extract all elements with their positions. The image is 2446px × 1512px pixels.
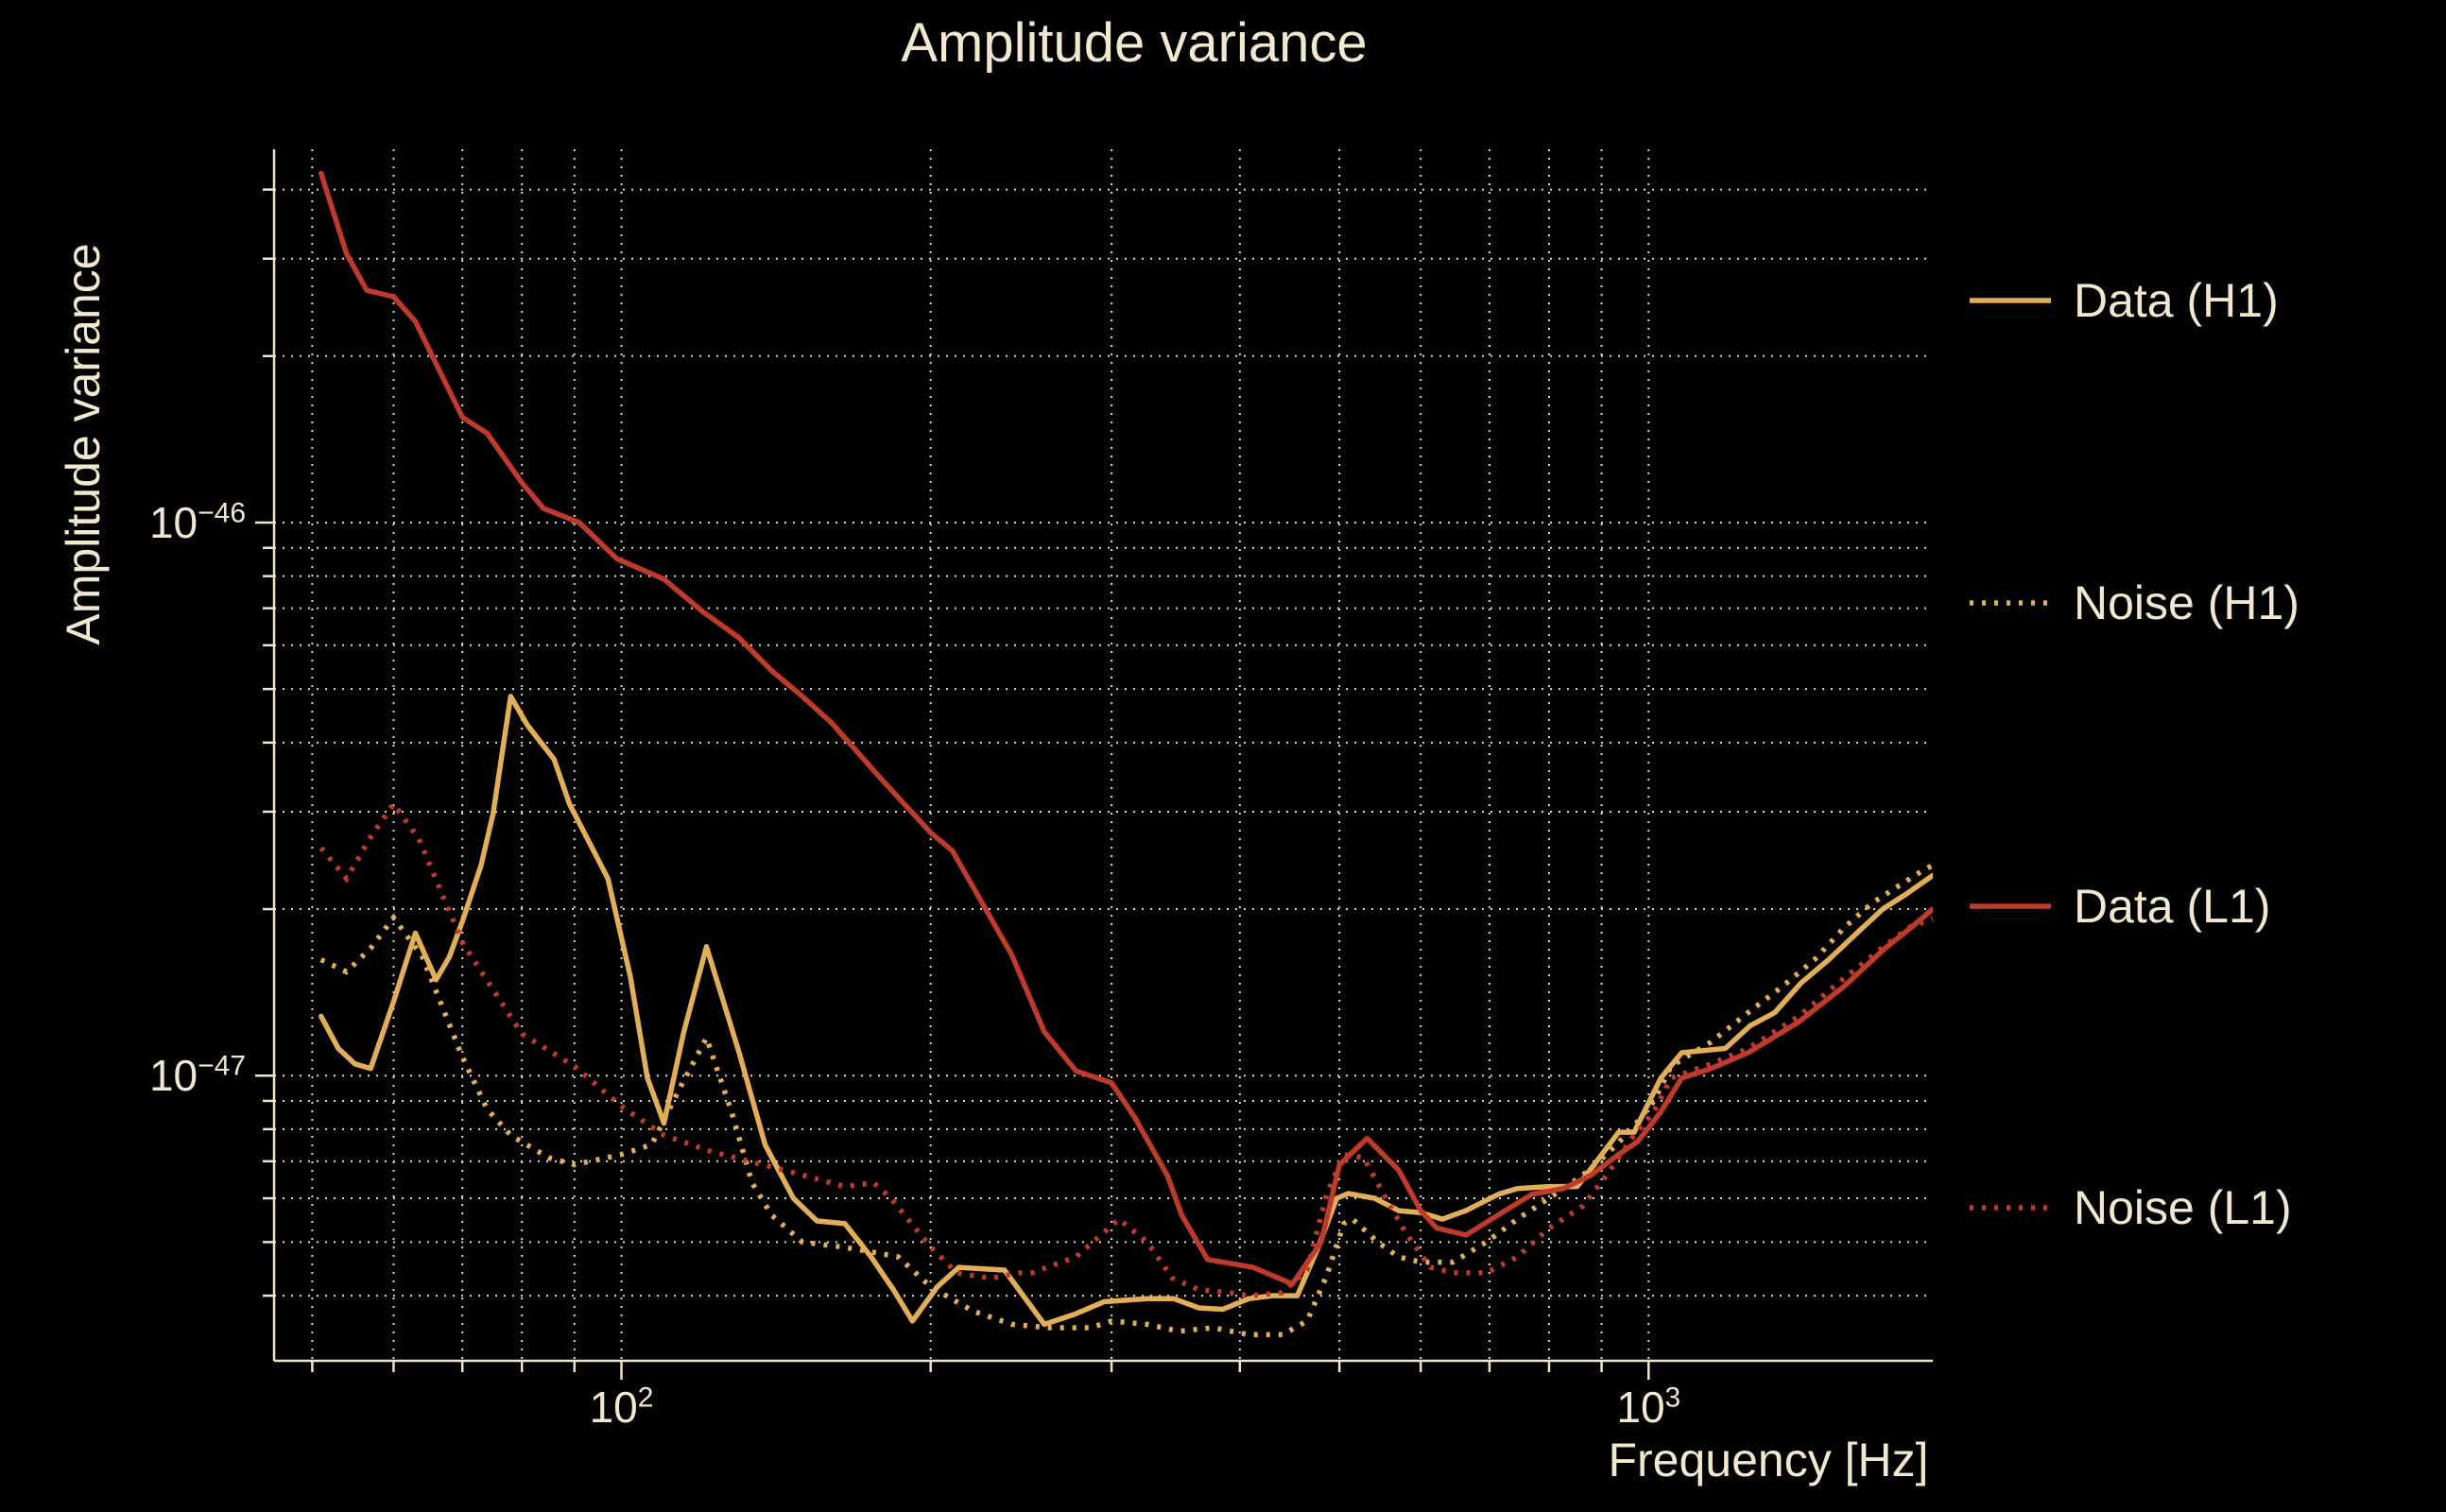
y-axis-label: Amplitude variance [57,243,110,645]
tick-marks [255,188,1650,1380]
chart-title: Amplitude variance [901,12,1368,74]
gridlines [274,149,1933,1361]
series-line-data-h1- [318,694,1933,1328]
legend-item-data-l1: Data (L1) [1970,876,2270,936]
series-line-noise-h1- [319,863,1933,1338]
series-line-noise-l1- [319,799,1933,1298]
legend-swatch-solid-h1-icon [1970,298,2051,303]
legend-label: Data (L1) [2074,880,2271,933]
legend-label: Data (H1) [2074,274,2279,327]
legend-item-noise-l1: Noise (L1) [1970,1177,2292,1238]
x-tick-label: 102 [589,1382,654,1432]
axes-spines [272,149,1933,1363]
legend-swatch-dotted-h1-icon [1970,600,2051,606]
y-tick-label: 10−46 [148,497,246,547]
y-tick-label: 10−47 [148,1050,246,1101]
x-tick-label: 103 [1616,1382,1681,1432]
legend: Data (H1) Noise (H1) Data (L1) Noise (L1… [1970,0,2442,1512]
x-axis-label: Frequency [Hz] [1608,1434,1929,1486]
series-line-data-l1- [318,170,1933,1287]
series-lines [318,170,1933,1338]
legend-swatch-solid-l1-icon [1970,903,2051,909]
legend-item-noise-h1: Noise (H1) [1970,573,2300,633]
legend-item-data-h1: Data (H1) [1970,270,2279,331]
legend-label: Noise (L1) [2074,1181,2292,1234]
legend-label: Noise (H1) [2074,576,2300,629]
legend-swatch-dotted-l1-icon [1970,1205,2051,1211]
